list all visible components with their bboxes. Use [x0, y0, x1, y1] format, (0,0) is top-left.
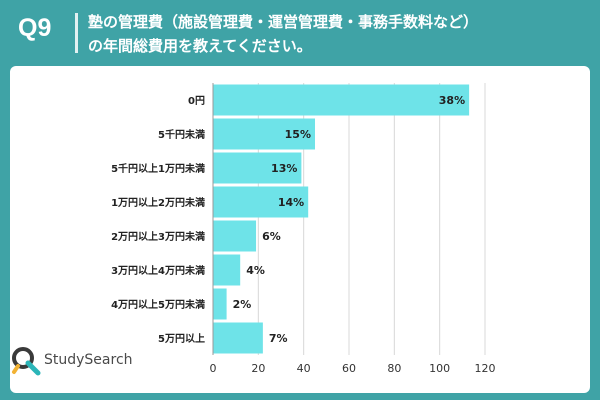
- bar-chart: 0 20 40 60 80 100 120 0円 38% 5千円未満 15% 5千円以上1万円未満 13…: [111, 83, 496, 375]
- x-tick-label: 100: [429, 362, 450, 375]
- bar: [213, 220, 257, 252]
- category-label: 3万円以上4万円未満: [111, 264, 205, 277]
- bar: [213, 186, 309, 218]
- bar: [213, 254, 241, 286]
- category-label: 4万円以上5万円未満: [111, 298, 205, 311]
- bar: [213, 288, 227, 320]
- category-label: 1万円以上2万円未満: [111, 196, 205, 209]
- data-label: 2%: [233, 298, 252, 311]
- question-badge: Q9: [18, 14, 52, 42]
- question-title-line1: 塾の管理費（施設管理費・運営管理費・事務手数料など）: [88, 13, 479, 31]
- x-tick-label: 40: [297, 362, 311, 375]
- chart-panel: 0 20 40 60 80 100 120 0円 38% 5千円未満 15% 5千円以上1万円未満 13…: [10, 66, 590, 393]
- data-label: 7%: [269, 332, 288, 345]
- data-label: 14%: [278, 196, 304, 209]
- x-tick-label: 120: [475, 362, 496, 375]
- x-tick-label: 20: [251, 362, 265, 375]
- category-label: 0円: [188, 95, 205, 107]
- category-label: 5万円以上: [158, 332, 205, 345]
- header: Q9 塾の管理費（施設管理費・運営管理費・事務手数料など） の年間総費用を教えて…: [0, 0, 600, 64]
- data-label: 6%: [262, 230, 281, 243]
- category-label: 2万円以上3万円未満: [111, 230, 205, 243]
- data-label: 13%: [271, 162, 297, 175]
- data-label: 15%: [285, 128, 311, 141]
- brand-name: StudySearch: [44, 352, 133, 368]
- header-divider: [75, 13, 78, 53]
- x-tick-label: 60: [342, 362, 356, 375]
- bar: [213, 84, 470, 116]
- logo-icon: [12, 347, 41, 376]
- question-title-line2: の年間総費用を教えてください。: [88, 37, 312, 55]
- bar: [213, 152, 302, 184]
- bar: [213, 118, 315, 150]
- category-label: 5千円以上1万円未満: [111, 162, 205, 175]
- x-tick-label: 0: [210, 362, 217, 375]
- x-tick-label: 80: [387, 362, 401, 375]
- data-label: 4%: [246, 264, 265, 277]
- data-label: 38%: [439, 94, 465, 107]
- bar: [213, 322, 263, 354]
- studysearch-logo: StudySearch: [10, 340, 160, 380]
- category-label: 5千円未満: [158, 128, 205, 141]
